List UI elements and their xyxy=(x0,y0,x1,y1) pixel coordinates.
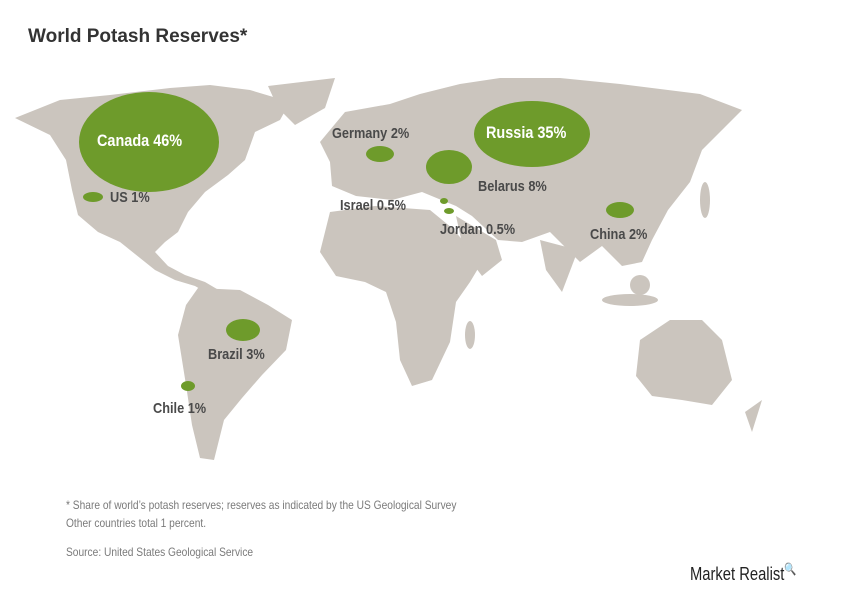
marker-us xyxy=(83,192,103,202)
marker-canada xyxy=(79,92,219,192)
marker-chile xyxy=(181,381,195,391)
africa xyxy=(320,206,482,386)
marker-china xyxy=(606,202,634,218)
label-belarus: Belarus 8% xyxy=(478,178,547,195)
marker-israel xyxy=(440,198,448,204)
footnote-other: Other countries total 1 percent. xyxy=(66,516,207,530)
label-canada: Canada 46% xyxy=(97,131,183,150)
new-zealand xyxy=(745,400,762,432)
borneo xyxy=(630,275,650,295)
logo-text: Market Realist xyxy=(690,564,785,584)
australia xyxy=(636,320,732,405)
marker-brazil xyxy=(226,319,260,341)
marker-belarus xyxy=(426,150,472,184)
label-chile: Chile 1% xyxy=(153,400,207,417)
south-america xyxy=(178,288,292,460)
magnifier-icon: 🔍 xyxy=(784,562,797,576)
madagascar xyxy=(465,321,475,349)
label-israel: Israel 0.5% xyxy=(340,197,406,214)
label-russia: Russia 35% xyxy=(486,123,567,142)
label-us: US 1% xyxy=(110,189,150,206)
marker-germany xyxy=(366,146,394,162)
uk xyxy=(329,139,341,161)
market-realist-logo: Market Realist🔍 xyxy=(690,562,797,585)
eurasia xyxy=(320,78,742,266)
source-note: Source: United States Geological Service xyxy=(66,545,254,559)
label-china: China 2% xyxy=(590,226,648,243)
indonesia xyxy=(602,294,658,306)
japan xyxy=(700,182,710,218)
label-germany: Germany 2% xyxy=(332,125,410,142)
arabia xyxy=(456,216,502,276)
marker-russia xyxy=(474,101,590,167)
map-title: World Potash Reserves* xyxy=(28,26,248,47)
label-brazil: Brazil 3% xyxy=(208,346,265,363)
footnote-share: * Share of world’s potash reserves; rese… xyxy=(66,498,457,512)
label-jordan: Jordan 0.5% xyxy=(440,221,516,238)
greenland xyxy=(268,78,335,125)
marker-jordan xyxy=(444,208,454,214)
india xyxy=(540,240,578,292)
